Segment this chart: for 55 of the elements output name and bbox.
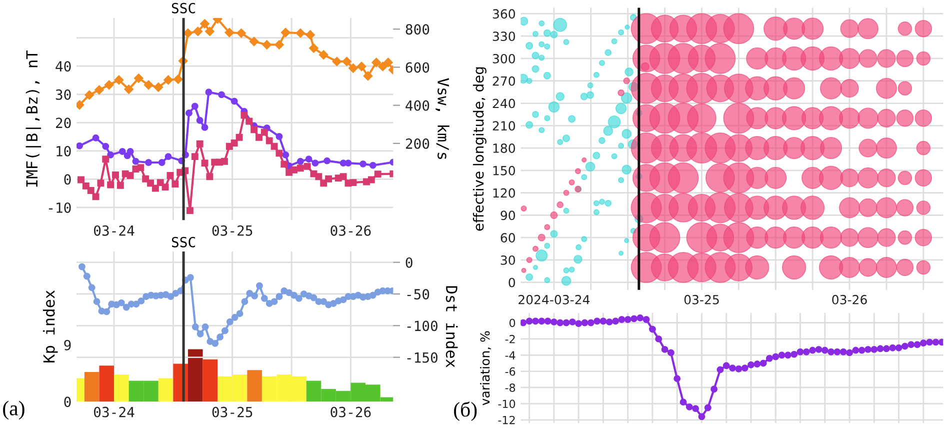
y-tick-label: 0	[64, 174, 71, 185]
y-tick-label: -6	[505, 367, 516, 376]
text: (б)	[454, 402, 477, 421]
y2-tick-label: 400	[406, 100, 430, 111]
x-tick-label: 03-26	[330, 225, 371, 236]
y-tick-label: 120	[493, 188, 516, 198]
y-tick-label: -10	[49, 202, 71, 213]
y-tick-label: 180	[493, 144, 516, 153]
y-axis-title: IMF(|B|,Bz), nT	[26, 50, 42, 187]
y2-tick-label: -50	[407, 288, 430, 300]
x-tick-label: 03-26	[330, 406, 371, 418]
y-tick-label: 90	[500, 210, 516, 220]
y2-tick-label: -150	[407, 352, 438, 363]
y-axis-title: variation, %	[480, 331, 491, 406]
y-tick-label: 0	[508, 278, 516, 288]
y-tick-label: -2	[505, 334, 515, 344]
y-tick-label: 0	[64, 396, 71, 408]
y-tick-label: 150	[493, 166, 516, 176]
y2-tick-label: -100	[407, 320, 438, 332]
y-tick-label: -12	[498, 416, 515, 424]
x-tick-label: 03-26	[832, 294, 867, 304]
y-tick-label: 210	[492, 121, 516, 131]
x-tick-label: 03-24	[94, 225, 134, 236]
y-tick-label: 30	[56, 89, 71, 100]
y-tick-label: 20	[56, 118, 71, 128]
y-axis-title: Kp index	[42, 290, 58, 362]
y-tick-label: 30	[500, 255, 516, 265]
y-tick-label: 10	[56, 146, 71, 156]
y2-tick-label: 0	[406, 257, 412, 268]
y-tick-label: -4	[505, 351, 516, 360]
y2-tick-label: 800	[406, 24, 430, 35]
y-tick-label: 330	[492, 32, 516, 42]
y2-axis-title: Vsw, km/s	[436, 78, 450, 159]
ref-line-label: SSC	[172, 2, 196, 14]
ref-line-label: SSC	[172, 236, 196, 248]
y2-tick-label: 600	[406, 62, 430, 73]
y-tick-label: 300	[492, 54, 516, 64]
y-tick-label: 240	[492, 98, 516, 108]
y2-axis-title: Dst index	[446, 286, 458, 368]
x-tick-label: 03-25	[212, 406, 252, 418]
x-tick-label: 03-25	[684, 294, 719, 304]
y-tick-label: 9	[64, 340, 71, 350]
x-tick-label: 2024-03-24	[518, 294, 590, 304]
x-tick-label: 03-25	[212, 225, 252, 236]
y-tick-label: 40	[56, 61, 71, 72]
y-tick-label: 0	[509, 318, 516, 328]
x-tick-label: 03-24	[94, 406, 134, 418]
y-tick-label: 270	[492, 76, 516, 86]
y-tick-label: -8	[505, 383, 516, 392]
y-tick-label: 60	[500, 233, 516, 243]
y-tick-label: -10	[498, 400, 516, 408]
y-axis-title: effective longitude, deg	[472, 67, 486, 231]
text: (a)	[3, 400, 24, 420]
y2-tick-label: 200	[406, 138, 430, 149]
y-tick-label: 360	[492, 9, 516, 19]
